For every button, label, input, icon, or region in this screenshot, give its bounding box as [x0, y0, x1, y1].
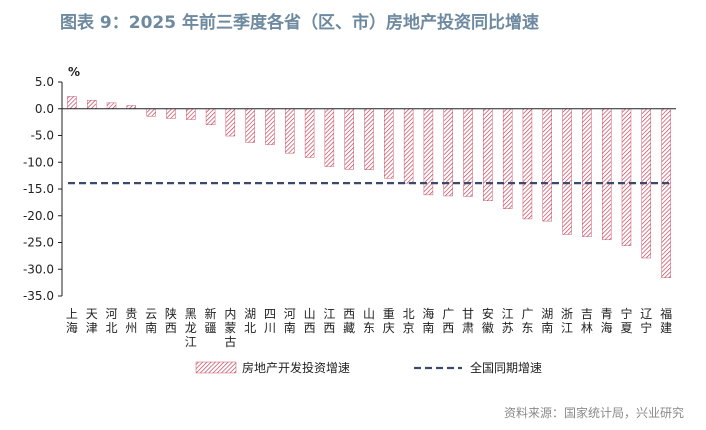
y-tick-label: -20.0 — [23, 209, 54, 223]
bar-6 — [186, 108, 196, 120]
x-category-label: 北京 — [403, 307, 415, 335]
y-tick-label: -25.0 — [23, 236, 54, 250]
bar-13 — [324, 108, 335, 167]
x-category-label: 吉林 — [581, 307, 593, 335]
bar-30 — [661, 108, 671, 279]
x-axis-labels: 上海天津河北贵州云南陕西黑龙江新疆内蒙古湖北四川河南山西江西西藏山东重庆北京海南… — [66, 306, 672, 349]
x-category-label: 黑龙江 — [185, 307, 197, 349]
bar-25 — [562, 108, 572, 235]
bar-24 — [542, 108, 552, 222]
bars — [62, 96, 676, 279]
y-axis: 5.0 0.0 -5.0 -10.0 -15.0 -20.0 -25.0 -30.0 -35.0… — [23, 65, 80, 303]
bar-17 — [403, 108, 414, 184]
y-tick-label: -15.0 — [23, 182, 54, 196]
x-category-label: 河北 — [106, 307, 118, 335]
bar-28 — [621, 108, 632, 246]
bar-21 — [483, 108, 493, 201]
x-category-label: 湖南 — [541, 306, 553, 335]
x-category-label: 山东 — [363, 307, 375, 335]
x-category-label: 海南 — [422, 306, 434, 335]
bar-7 — [205, 108, 216, 125]
x-category-label: 云南 — [145, 307, 157, 335]
bar-5 — [166, 108, 176, 119]
legend-bar-swatch — [195, 361, 237, 374]
bar-11 — [285, 108, 295, 154]
bar-27 — [601, 108, 612, 241]
bar-1 — [87, 99, 97, 109]
bar-9 — [245, 108, 255, 143]
x-category-label: 浙江 — [561, 307, 573, 335]
x-category-label: 江西 — [323, 307, 335, 335]
x-category-label: 甘肃 — [462, 307, 474, 335]
bar-2 — [106, 102, 117, 109]
y-unit-label: % — [68, 65, 80, 79]
x-category-label: 福建 — [660, 306, 672, 335]
legend: 房地产开发投资增速 全国同期增速 — [195, 360, 542, 375]
x-category-label: 江苏 — [502, 307, 514, 335]
y-tick-label: 5.0 — [35, 75, 54, 89]
bar-8 — [225, 108, 236, 137]
x-category-label: 湖北 — [244, 306, 256, 335]
x-category-label: 河南 — [284, 307, 296, 335]
bar-18 — [423, 108, 434, 196]
x-category-label: 西藏 — [343, 307, 355, 335]
source-note: 资料来源：国家统计局，兴业研究 — [503, 406, 684, 420]
x-category-label: 山西 — [304, 307, 316, 335]
bar-4 — [146, 108, 156, 117]
x-category-label: 广东 — [521, 307, 533, 335]
bar-16 — [384, 108, 394, 179]
x-category-label: 上海 — [66, 307, 78, 335]
x-category-label: 天津 — [86, 307, 98, 335]
bar-0 — [67, 96, 77, 109]
x-category-label: 青海 — [601, 307, 613, 335]
x-category-label: 新疆 — [205, 306, 217, 335]
x-category-label: 内蒙古 — [224, 307, 236, 349]
bar-23 — [522, 108, 533, 220]
bar-26 — [582, 108, 592, 237]
x-category-label: 宁夏 — [620, 306, 632, 335]
x-category-label: 贵州 — [125, 307, 137, 335]
y-tick-label: -5.0 — [31, 129, 54, 143]
chart-title: 图表 9：2025 年前三季度各省（区、市）房地产投资同比增速 — [60, 13, 539, 33]
y-tick-label: -35.0 — [23, 289, 54, 303]
x-category-label: 四川 — [264, 307, 276, 335]
x-category-label: 辽宁 — [640, 307, 652, 335]
bar-22 — [502, 108, 513, 209]
legend-bar-label: 房地产开发投资增速 — [242, 360, 350, 375]
x-category-label: 重庆 — [383, 307, 395, 335]
x-category-label: 广西 — [442, 307, 454, 335]
y-tick-label: -30.0 — [23, 262, 54, 276]
x-category-label: 陕西 — [165, 306, 177, 335]
bar-12 — [304, 108, 315, 158]
legend-line-label: 全国同期增速 — [470, 360, 542, 375]
bar-15 — [364, 108, 374, 170]
y-tick-label: -10.0 — [23, 155, 54, 169]
y-tick-label: 0.0 — [35, 102, 54, 116]
x-category-label: 安徽 — [482, 306, 494, 335]
bar-14 — [344, 108, 354, 170]
bar-10 — [265, 108, 275, 145]
